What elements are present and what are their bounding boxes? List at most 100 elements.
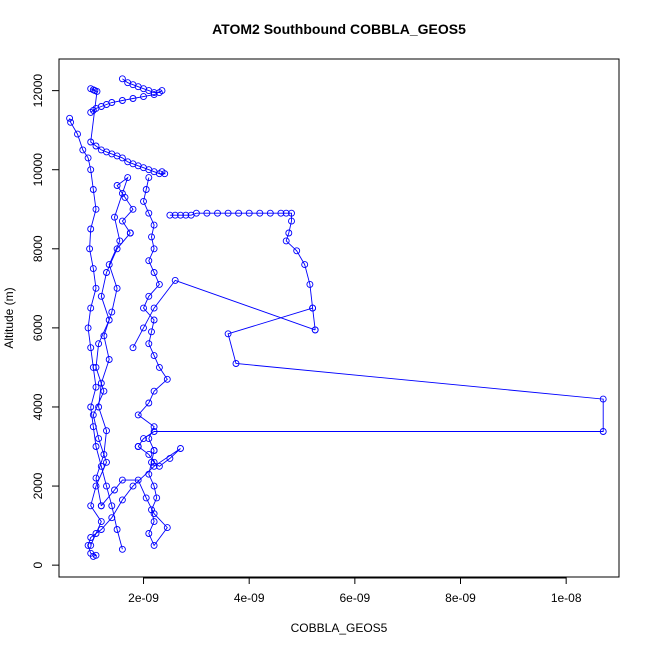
x-tick-label: 2e-09 xyxy=(128,591,159,605)
data-point xyxy=(66,114,74,122)
data-point xyxy=(79,146,87,154)
data-point xyxy=(282,237,290,245)
data-point xyxy=(155,462,163,470)
data-point xyxy=(118,97,126,104)
data-point xyxy=(97,379,105,387)
data-point xyxy=(116,237,124,245)
data-point xyxy=(100,387,108,395)
data-point xyxy=(145,174,153,182)
data-point xyxy=(155,363,163,371)
series-line xyxy=(90,88,167,175)
data-point xyxy=(89,186,97,193)
data-point xyxy=(92,205,100,213)
series-line xyxy=(69,118,123,550)
data-point xyxy=(118,75,126,83)
data-point xyxy=(171,211,179,219)
data-point xyxy=(92,482,100,490)
data-point xyxy=(150,541,158,549)
data-point xyxy=(118,476,126,484)
data-point xyxy=(145,340,153,348)
data-point xyxy=(87,541,95,549)
data-point xyxy=(148,458,155,466)
data-point xyxy=(97,518,105,526)
data-point xyxy=(140,304,147,312)
data-point xyxy=(108,308,116,316)
data-point xyxy=(103,458,110,466)
data-point xyxy=(285,229,293,237)
data-point xyxy=(309,304,317,312)
data-point xyxy=(150,221,158,229)
data-point xyxy=(150,423,158,431)
data-point xyxy=(266,209,274,217)
data-point xyxy=(166,454,174,462)
data-point xyxy=(145,257,153,265)
data-point xyxy=(148,328,155,336)
y-tick-label: 0 xyxy=(31,561,45,568)
data-point xyxy=(163,524,171,532)
data-point xyxy=(92,284,100,292)
data-point xyxy=(311,326,319,334)
plot-area xyxy=(66,75,607,560)
data-point xyxy=(140,324,147,332)
data-point xyxy=(103,482,110,490)
data-point xyxy=(84,154,92,162)
data-point xyxy=(134,411,142,419)
series-line xyxy=(169,212,316,330)
data-point xyxy=(150,510,158,518)
data-point xyxy=(86,245,94,253)
data-point xyxy=(129,205,137,213)
data-point xyxy=(224,330,232,338)
data-point xyxy=(145,209,153,217)
data-point xyxy=(140,93,147,101)
data-point xyxy=(113,182,121,189)
y-axis: 0 2000 4000 6000 8000 10000 12000 xyxy=(31,74,60,568)
x-tick-label: 1e-08 xyxy=(551,591,582,605)
data-point xyxy=(158,168,166,176)
data-point xyxy=(288,217,295,225)
data-point xyxy=(150,245,158,253)
data-point xyxy=(145,435,153,443)
data-point xyxy=(89,411,97,419)
data-point xyxy=(148,233,155,241)
data-point xyxy=(126,229,134,237)
data-point xyxy=(129,95,137,102)
series-line xyxy=(100,450,168,547)
data-point xyxy=(92,383,100,391)
data-point xyxy=(103,427,110,435)
data-point xyxy=(74,130,81,138)
data-point xyxy=(121,193,129,201)
data-point xyxy=(182,211,190,219)
data-point xyxy=(245,209,253,217)
data-point xyxy=(145,450,153,458)
data-point xyxy=(155,280,163,288)
data-point xyxy=(150,387,158,395)
data-point xyxy=(89,552,97,560)
data-point xyxy=(87,138,95,146)
data-point xyxy=(142,186,150,193)
x-tick-label: 6e-09 xyxy=(339,591,370,605)
data-point xyxy=(118,154,126,162)
data-point xyxy=(150,352,158,360)
data-point xyxy=(150,447,158,454)
data-point xyxy=(129,344,137,352)
data-point xyxy=(140,435,147,443)
data-point xyxy=(113,526,121,533)
data-point xyxy=(145,399,153,407)
data-point xyxy=(599,428,607,435)
data-point xyxy=(87,534,95,541)
data-point xyxy=(134,443,142,450)
data-point xyxy=(177,211,184,219)
data-point xyxy=(95,435,103,443)
data-point xyxy=(277,209,285,217)
data-point xyxy=(153,494,161,502)
data-point xyxy=(142,494,150,502)
data-point xyxy=(113,284,121,292)
data-point xyxy=(150,304,158,312)
data-point xyxy=(84,324,92,332)
data-point xyxy=(87,403,95,411)
data-point xyxy=(150,482,158,490)
x-tick-label: 4e-09 xyxy=(234,591,265,605)
data-point xyxy=(118,496,126,504)
data-point xyxy=(166,211,174,219)
y-tick-label: 6000 xyxy=(31,314,45,341)
